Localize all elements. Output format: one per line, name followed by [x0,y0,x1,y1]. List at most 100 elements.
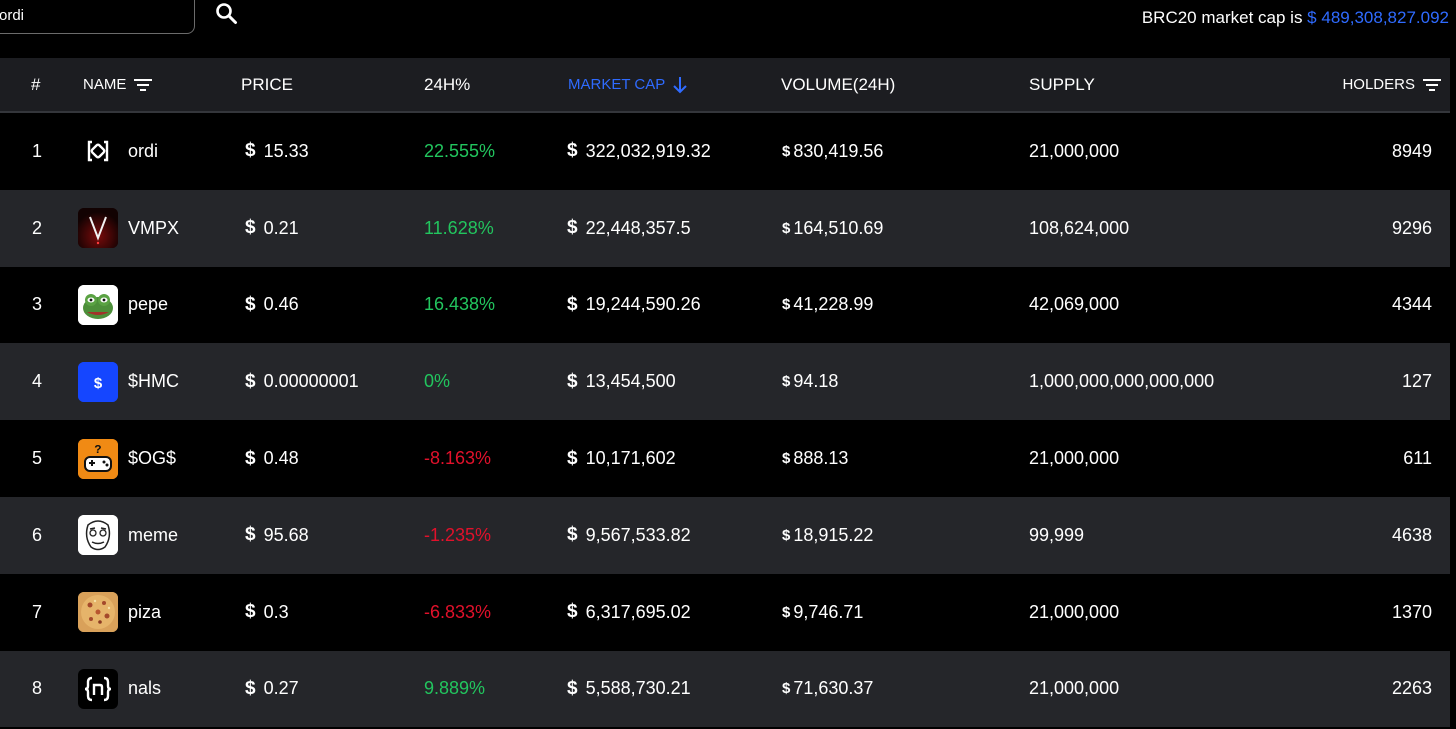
change-cell: 22.555% [424,140,496,161]
pizza-icon [78,592,118,633]
holders-cell: 611 [1403,448,1432,469]
currency-symbol: $ [782,296,791,314]
holders-cell: 1370 [1391,601,1432,622]
vmpx-logo-icon [78,208,118,249]
volume-value: 71,630.37 [793,678,874,699]
currency-symbol: $ [245,217,256,239]
token-name[interactable]: meme [128,524,179,545]
token-name[interactable]: nals [128,678,162,699]
token-name[interactable]: $HMC [128,371,180,392]
supply-cell: 99,999 [1029,524,1085,545]
change-cell: -6.833% [424,601,492,622]
token-logo-cell [78,113,118,190]
table-row[interactable]: 2 VMPX $0.21 11.628% $22,448,357.5 $164,… [0,189,1450,267]
price-cell: $0.27 [245,651,299,728]
currency-symbol: $ [782,603,791,621]
search-icon[interactable] [214,1,240,27]
filter-icon[interactable] [1421,76,1443,94]
column-supply[interactable]: SUPPLY [1029,74,1095,94]
currency-symbol: $ [567,447,578,469]
market-cap-cell: $6,317,695.02 [567,574,691,651]
holders-cell: 4344 [1391,294,1432,315]
arrow-down-icon[interactable] [671,75,689,95]
search-input[interactable] [0,5,179,25]
holders-cell: 4638 [1391,524,1432,545]
token-name[interactable]: piza [128,601,162,622]
change-cell: 11.628% [424,217,494,238]
currency-symbol: $ [245,293,256,315]
column-change[interactable]: 24H% [424,74,471,94]
og-gamepad-icon: ? [78,438,118,479]
token-name[interactable]: $OG$ [128,448,177,469]
currency-symbol: $ [567,293,578,315]
table-row[interactable]: 1 ordi $15.33 22.555% $322,032,919.32 $8… [0,113,1450,190]
volume-value: 9,746.71 [793,601,864,622]
currency-symbol: $ [567,140,578,162]
price-value: 0.27 [263,678,299,699]
volume-value: 41,228.99 [793,294,874,315]
table-row[interactable]: 5 ? $OG$ $0.48 -8.163% $10,171,602 $888.… [0,420,1450,497]
table-row[interactable]: 3 pepe $0.46 16.438% $19,244,590.26 $41,… [0,267,1450,344]
holders-cell: 9296 [1391,217,1432,238]
column-price[interactable]: PRICE [241,74,293,94]
token-logo-cell [78,190,118,267]
currency-symbol: $ [245,140,256,162]
rank-cell: 2 [31,217,42,238]
holders-cell: 2263 [1391,678,1432,699]
volume-value: 830,419.56 [793,140,884,161]
table-row[interactable]: 4 $ $HMC $0.00000001 0% $13,454,500 $94.… [0,343,1450,421]
currency-symbol: $ [782,373,791,391]
volume-cell: $888.13 [782,420,848,497]
change-cell: 16.438% [424,294,496,315]
token-name[interactable]: ordi [128,140,159,161]
token-name[interactable]: VMPX [128,217,180,238]
market-cap-cell: $19,244,590.26 [567,267,701,344]
volume-value: 94.18 [793,371,839,392]
volume-value: 18,915.22 [793,524,874,545]
table-row[interactable]: 7 piza $0.3 -6.833% $6,317,695.02 $9,746… [0,574,1450,651]
svg-text:$: $ [94,375,103,392]
column-volume[interactable]: VOLUME(24H) [781,74,896,94]
market-cap-value: 13,454,500 [585,371,676,392]
column-holders[interactable]: HOLDERS [1342,58,1443,111]
volume-cell: $94.18 [782,343,838,420]
search-box[interactable] [0,0,195,34]
change-cell: 0% [424,371,451,392]
table-header: # NAME PRICE 24H% MARKET CAP VOLUME(24H)… [0,58,1450,113]
column-rank: # [31,74,41,94]
volume-cell: $9,746.71 [782,574,863,651]
holders-cell: 8949 [1391,140,1432,161]
market-cap-value: 322,032,919.32 [585,140,711,161]
market-cap-cell: $10,171,602 [567,420,676,497]
supply-cell: 21,000,000 [1029,601,1120,622]
market-cap-value: 9,567,533.82 [585,524,691,545]
volume-cell: $18,915.22 [782,497,873,574]
supply-cell: 21,000,000 [1029,140,1120,161]
change-cell: -1.235% [424,524,492,545]
currency-symbol: $ [245,677,256,699]
token-name[interactable]: pepe [128,294,169,315]
token-table: # NAME PRICE 24H% MARKET CAP VOLUME(24H)… [0,58,1450,728]
column-market-cap[interactable]: MARKET CAP [568,58,689,111]
table-row[interactable]: 6 meme $95.68 -1.235% $9,567,533.82 $18,… [0,496,1450,574]
hmc-dollar-icon: $ [78,361,118,402]
price-value: 95.68 [263,524,309,545]
supply-cell: 21,000,000 [1029,678,1120,699]
column-holders-label: HOLDERS [1342,76,1415,93]
token-logo-cell [78,267,118,344]
currency-symbol: $ [782,219,791,237]
volume-value: 888.13 [793,448,849,469]
supply-cell: 42,069,000 [1029,294,1120,315]
holders-cell: 127 [1401,371,1432,392]
table-body: 1 ordi $15.33 22.555% $322,032,919.32 $8… [0,113,1450,728]
currency-symbol: $ [567,524,578,546]
total-market-cap-value: $ 489,308,827.092 [1307,8,1449,27]
table-row[interactable]: 8 nals $0.27 9.889% $5,588,730.21 $71,63… [0,650,1450,728]
volume-cell: $71,630.37 [782,651,873,728]
currency-symbol: $ [567,677,578,699]
filter-icon[interactable] [132,76,154,94]
nals-logo-icon [78,668,118,709]
column-name[interactable]: NAME [83,58,154,111]
rank-cell: 3 [31,294,42,315]
market-cap-cell: $13,454,500 [567,343,676,420]
